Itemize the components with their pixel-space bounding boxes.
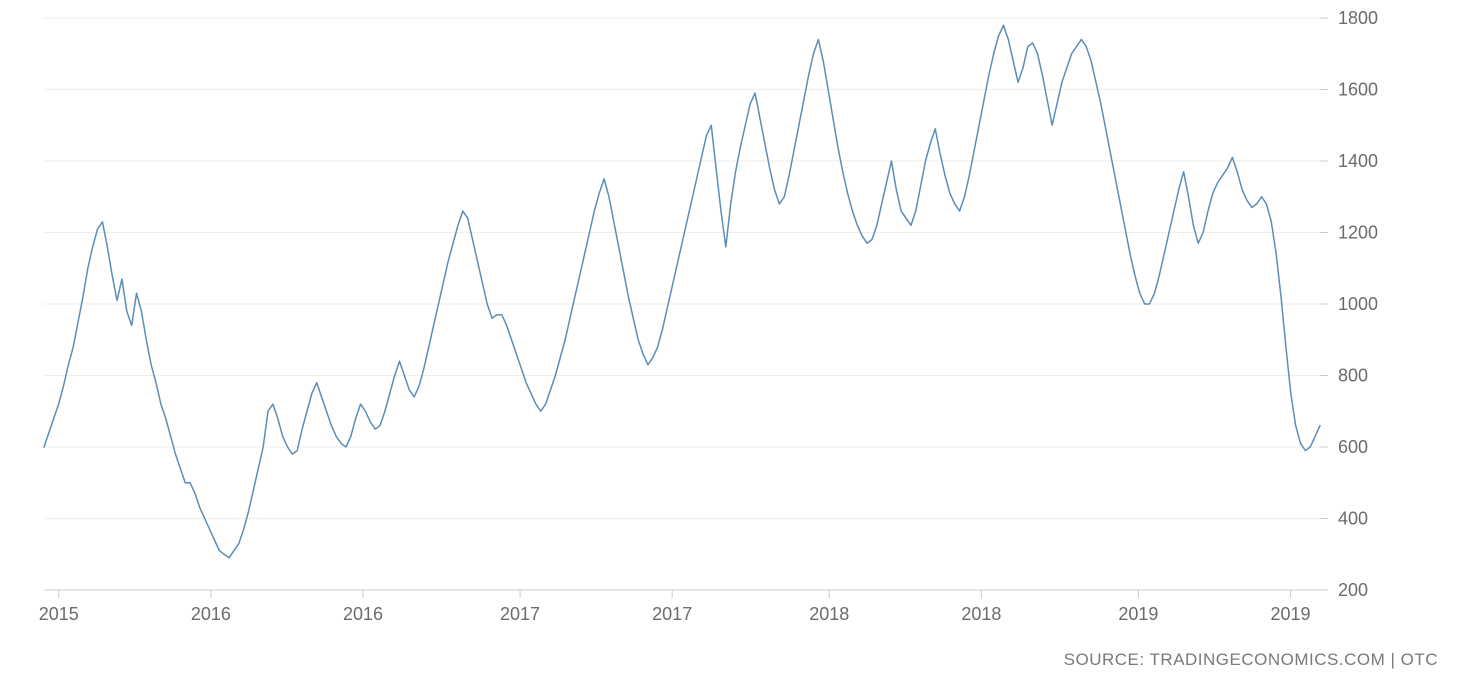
- y-tick-label: 1200: [1338, 223, 1378, 243]
- x-tick-label: 2019: [1118, 604, 1158, 624]
- y-tick-label: 1000: [1338, 294, 1378, 314]
- source-attribution: SOURCE: TRADINGECONOMICS.COM | OTC: [1064, 650, 1438, 670]
- x-tick-label: 2017: [652, 604, 692, 624]
- y-tick-label: 1400: [1338, 151, 1378, 171]
- y-tick-label: 600: [1338, 437, 1368, 457]
- price-line-chart: 200 400 600 800 1000 1200 1400 1600 1800 2015 2016…: [0, 0, 1460, 680]
- x-tick-label: 2018: [809, 604, 849, 624]
- x-tick-label: 2017: [500, 604, 540, 624]
- x-tick-label: 2015: [39, 604, 79, 624]
- y-tick-label: 800: [1338, 366, 1368, 386]
- x-tick-label: 2018: [961, 604, 1001, 624]
- y-tick-label: 1800: [1338, 8, 1378, 28]
- x-tick-label: 2019: [1271, 604, 1311, 624]
- chart-container: 200 400 600 800 1000 1200 1400 1600 1800 2015 2016…: [0, 0, 1460, 680]
- y-tick-label: 200: [1338, 580, 1368, 600]
- x-tick-label: 2016: [191, 604, 231, 624]
- y-tick-label: 400: [1338, 509, 1368, 529]
- y-tick-label: 1600: [1338, 80, 1378, 100]
- x-tick-label: 2016: [343, 604, 383, 624]
